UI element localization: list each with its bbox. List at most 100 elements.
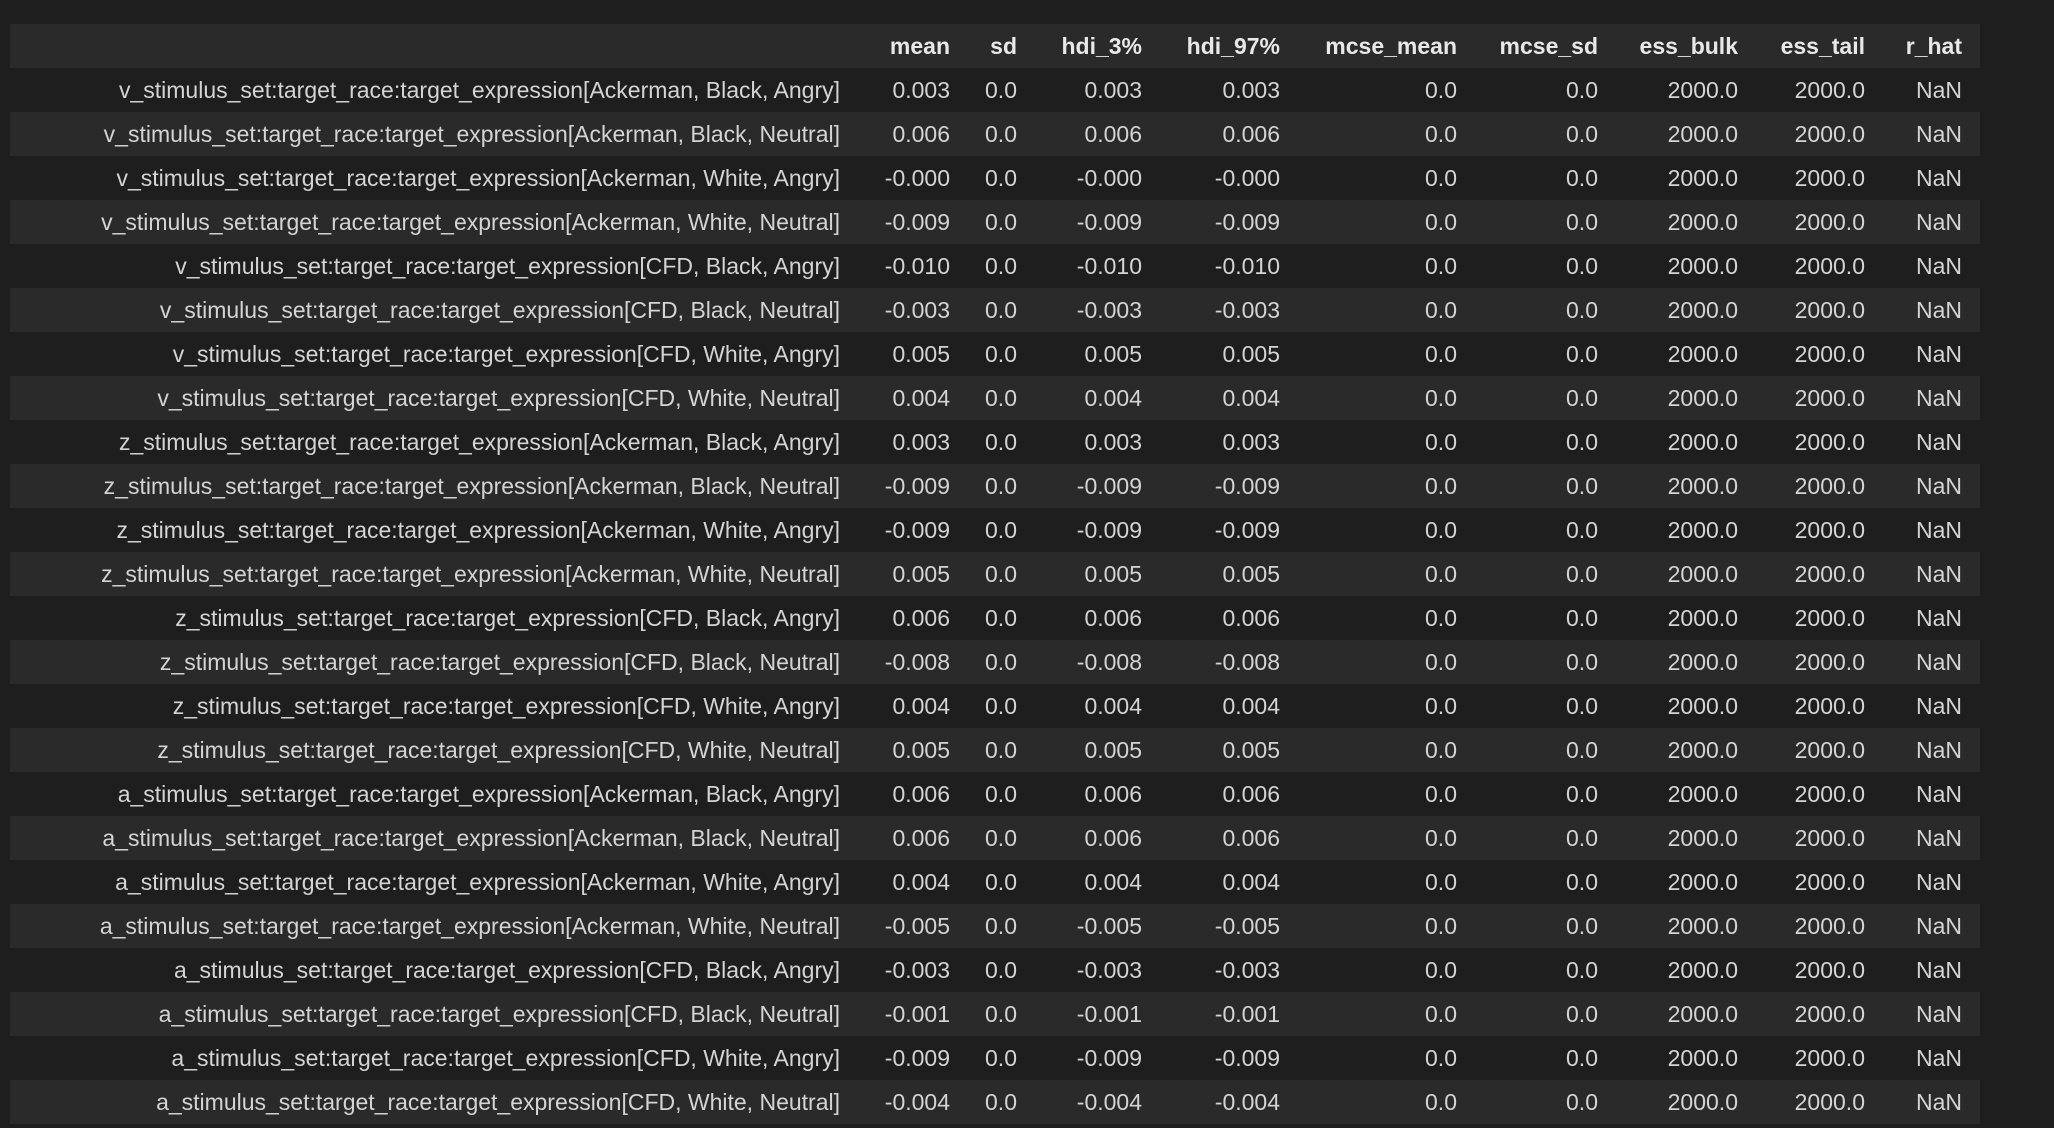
table-cell: -0.003 [1160,288,1298,332]
table-cell: 0.006 [1160,112,1298,156]
table-row: a_stimulus_set:target_race:target_expres… [10,772,1980,816]
table-cell: 2000.0 [1616,948,1756,992]
table-cell: 0.003 [1035,420,1160,464]
table-cell: 0.0 [968,68,1035,112]
row-label: v_stimulus_set:target_race:target_expres… [10,200,858,244]
table-cell: 0.0 [1298,200,1475,244]
table-cell: 0.0 [1475,112,1616,156]
table-cell: 0.0 [1475,728,1616,772]
table-cell: NaN [1883,508,1980,552]
table-cell: 0.0 [1298,376,1475,420]
table-cell: NaN [1883,552,1980,596]
table-cell: 2000.0 [1756,376,1883,420]
table-cell: 0.0 [968,816,1035,860]
table-cell: 0.0 [1298,904,1475,948]
row-label: a_stimulus_set:target_race:target_expres… [10,816,858,860]
table-cell: 0.004 [1035,376,1160,420]
table-cell: 0.0 [1298,640,1475,684]
table-cell: 0.0 [1298,860,1475,904]
table-row: v_stimulus_set:target_race:target_expres… [10,376,1980,420]
row-label: a_stimulus_set:target_race:target_expres… [10,992,858,1036]
table-cell: -0.004 [858,1080,968,1124]
table-cell: 2000.0 [1616,816,1756,860]
table-cell: NaN [1883,288,1980,332]
row-label: a_stimulus_set:target_race:target_expres… [10,772,858,816]
row-label: v_stimulus_set:target_race:target_expres… [10,68,858,112]
table-cell: 2000.0 [1756,684,1883,728]
table-cell: 2000.0 [1616,992,1756,1036]
table-cell: -0.009 [858,464,968,508]
table-cell: 0.0 [1298,552,1475,596]
table-cell: 0.005 [1160,728,1298,772]
table-cell: 2000.0 [1616,112,1756,156]
table-cell: 0.0 [1298,1036,1475,1080]
table-cell: 2000.0 [1756,728,1883,772]
row-label: z_stimulus_set:target_race:target_expres… [10,596,858,640]
row-label: v_stimulus_set:target_race:target_expres… [10,112,858,156]
table-cell: -0.009 [858,1036,968,1080]
table-cell: 0.003 [1035,68,1160,112]
table-cell: 0.004 [1160,376,1298,420]
table-cell: 0.0 [1298,288,1475,332]
table-cell: 0.0 [1298,112,1475,156]
table-cell: NaN [1883,772,1980,816]
row-label: a_stimulus_set:target_race:target_expres… [10,904,858,948]
table-cell: 0.0 [1475,1036,1616,1080]
table-cell: 0.003 [1160,420,1298,464]
table-cell: 2000.0 [1756,992,1883,1036]
table-cell: 0.004 [858,684,968,728]
table-cell: -0.001 [1035,992,1160,1036]
table-row: z_stimulus_set:target_race:target_expres… [10,420,1980,464]
table-cell: 0.004 [858,376,968,420]
row-label: v_stimulus_set:target_race:target_expres… [10,288,858,332]
table-cell: 2000.0 [1616,640,1756,684]
table-cell: -0.000 [858,156,968,200]
row-label: z_stimulus_set:target_race:target_expres… [10,508,858,552]
table-cell: -0.004 [1035,1080,1160,1124]
table-cell: 0.0 [1298,772,1475,816]
table-cell: 0.003 [858,420,968,464]
table-cell: 2000.0 [1756,244,1883,288]
table-cell: 2000.0 [1756,640,1883,684]
table-cell: 0.0 [1298,464,1475,508]
table-cell: 0.005 [858,728,968,772]
table-cell: -0.009 [858,508,968,552]
table-cell: -0.009 [1160,1036,1298,1080]
table-cell: 0.0 [1298,244,1475,288]
table-cell: 2000.0 [1756,1080,1883,1124]
table-row: a_stimulus_set:target_race:target_expres… [10,948,1980,992]
column-header: ess_bulk [1616,24,1756,68]
table-cell: NaN [1883,948,1980,992]
table-cell: NaN [1883,68,1980,112]
table-cell: -0.009 [858,200,968,244]
row-label: v_stimulus_set:target_race:target_expres… [10,332,858,376]
row-label: a_stimulus_set:target_race:target_expres… [10,860,858,904]
table-cell: NaN [1883,420,1980,464]
table-cell: 2000.0 [1756,860,1883,904]
table-cell: 0.0 [968,156,1035,200]
table-cell: 0.0 [1475,816,1616,860]
table-cell: 0.0 [1475,332,1616,376]
table-cell: 0.0 [1298,728,1475,772]
table-cell: NaN [1883,376,1980,420]
row-label: z_stimulus_set:target_race:target_expres… [10,420,858,464]
table-cell: 2000.0 [1756,156,1883,200]
table-cell: NaN [1883,640,1980,684]
table-cell: NaN [1883,112,1980,156]
table-cell: 0.0 [1475,552,1616,596]
row-label: z_stimulus_set:target_race:target_expres… [10,464,858,508]
table-cell: 0.0 [968,112,1035,156]
table-cell: 0.0 [1475,508,1616,552]
table-cell: 2000.0 [1616,332,1756,376]
table-cell: -0.009 [1035,464,1160,508]
table-row: v_stimulus_set:target_race:target_expres… [10,68,1980,112]
table-cell: 0.0 [1298,508,1475,552]
table-row: v_stimulus_set:target_race:target_expres… [10,332,1980,376]
table-cell: 0.0 [1298,816,1475,860]
table-cell: 0.004 [1035,684,1160,728]
table-cell: 2000.0 [1756,948,1883,992]
table-cell: 0.0 [1475,904,1616,948]
table-cell: NaN [1883,156,1980,200]
table-cell: 0.0 [968,992,1035,1036]
table-body: v_stimulus_set:target_race:target_expres… [10,68,1980,1124]
